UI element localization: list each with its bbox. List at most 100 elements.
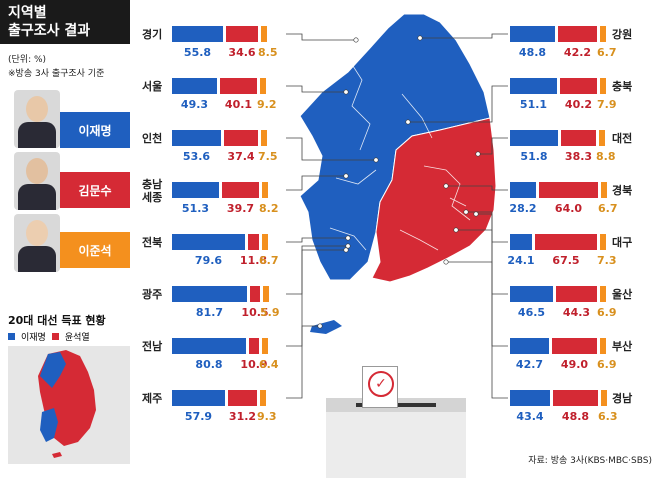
legend-swatch-red [51, 333, 59, 340]
region-dot [345, 243, 351, 249]
bar-segment-kim [224, 130, 258, 146]
value-label-kim: 38.3 [564, 150, 593, 163]
bar-segment-leejs [600, 234, 606, 250]
value-label-leejs: 7.3 [597, 254, 617, 267]
region-label: 서울 [142, 80, 163, 93]
bar-segment-leejs [262, 338, 268, 354]
vote-stamp-icon: ✓ [368, 371, 394, 397]
region-label: 광주 [142, 288, 163, 301]
bar-segment-leejs [261, 130, 267, 146]
value-label-lee: 48.8 [518, 46, 547, 59]
legend-swatch-blue [8, 333, 15, 340]
bar-segment-kim [556, 286, 597, 302]
value-label-lee: 51.8 [520, 150, 548, 163]
value-label-kim: 40.2 [564, 98, 593, 111]
bar-segment-kim [553, 390, 598, 406]
value-label-leejs: 6.7 [598, 202, 618, 215]
bar-segment-lee [172, 78, 217, 94]
bar-segment-lee [510, 130, 558, 146]
value-label-kim: 37.4 [227, 150, 255, 163]
title-box: 지역별 출구조사 결과 [0, 0, 130, 44]
region-label: 부산 [612, 340, 633, 353]
leader-line [446, 261, 508, 399]
candidate-photo-3 [14, 214, 60, 272]
bar-segment-kim [249, 338, 259, 354]
value-label-kim: 40.1 [224, 98, 253, 111]
value-label-lee: 42.7 [515, 358, 544, 371]
bar-segment-lee [172, 234, 245, 250]
region-dot [317, 323, 323, 329]
value-label-leejs: 6.9 [597, 358, 617, 371]
source-note: 자료: 방송 3사(KBS·MBC·SBS) [528, 456, 652, 466]
leader-line [286, 137, 376, 161]
map-red-region [371, 117, 497, 283]
value-label-kim: 42.2 [563, 46, 592, 59]
bar-segment-kim [250, 286, 260, 302]
leader-line [286, 237, 348, 243]
region-dot [475, 151, 481, 157]
ballot-paper: ✓ [362, 366, 398, 408]
bar-segment-lee [510, 182, 536, 198]
value-label-lee: 53.6 [182, 150, 211, 163]
region-dot [353, 37, 359, 43]
unit-note: (단위: %) [8, 55, 47, 65]
legend-label-2: 윤석열 [64, 333, 90, 343]
bar-segment-leejs [263, 286, 269, 302]
region-dot [343, 173, 349, 179]
bar-segment-lee [510, 286, 553, 302]
bar-segment-lee [172, 26, 223, 42]
bar-segment-lee [510, 390, 550, 406]
region-dot [405, 119, 411, 125]
prev-election-title: 20대 대선 득표 현황 [8, 314, 106, 327]
bar-segment-leejs [260, 78, 266, 94]
region-label: 충남 세종 [142, 178, 163, 204]
basis-note: ※방송 3사 출구조사 기준 [8, 69, 105, 79]
value-label-leejs: 6.4 [259, 358, 279, 371]
value-label-kim: 48.8 [561, 410, 590, 423]
region-label: 인천 [142, 132, 163, 145]
value-label-lee: 51.3 [181, 202, 210, 215]
region-label: 대구 [612, 236, 633, 249]
leader-line [286, 33, 356, 41]
value-label-kim: 34.6 [228, 46, 256, 59]
legend-label-1: 이재명 [21, 333, 46, 343]
bar-segment-lee [510, 338, 549, 354]
leader-line [286, 85, 346, 93]
value-label-leejs: 8.2 [259, 202, 279, 215]
region-label: 전북 [142, 236, 163, 249]
region-dot [443, 183, 449, 189]
leader-line [408, 85, 508, 123]
bar-segment-kim [228, 390, 257, 406]
value-label-leejs: 6.3 [598, 410, 618, 423]
value-label-kim: 10.9 [240, 358, 268, 371]
bar-segment-kim [552, 338, 597, 354]
value-label-leejs: 7.5 [258, 150, 278, 163]
value-label-kim: 39.7 [226, 202, 255, 215]
bar-segment-lee [510, 234, 532, 250]
value-label-lee: 24.1 [507, 254, 535, 267]
region-dot [343, 247, 349, 253]
value-label-kim: 49.0 [560, 358, 589, 371]
region-label: 경북 [612, 184, 633, 197]
bar-segment-kim [226, 26, 258, 42]
leader-line [286, 249, 346, 347]
bar-segment-lee [172, 286, 247, 302]
value-label-leejs: 6.7 [259, 254, 279, 267]
region-dot [463, 209, 469, 215]
bar-segment-leejs [601, 182, 607, 198]
candidate-photo-2 [14, 152, 60, 210]
value-label-lee: 55.8 [183, 46, 212, 59]
leader-line [420, 33, 508, 39]
bar-segment-lee [510, 78, 557, 94]
region-dot [345, 235, 351, 241]
candidate-name-2: 김문수 [60, 172, 130, 208]
value-label-kim: 11.8 [239, 254, 268, 267]
value-label-leejs: 9.3 [257, 410, 277, 423]
value-label-kim: 64.0 [554, 202, 583, 215]
value-label-leejs: 8.8 [596, 150, 616, 163]
value-label-leejs: 9.2 [257, 98, 277, 111]
leader-line [286, 175, 346, 191]
